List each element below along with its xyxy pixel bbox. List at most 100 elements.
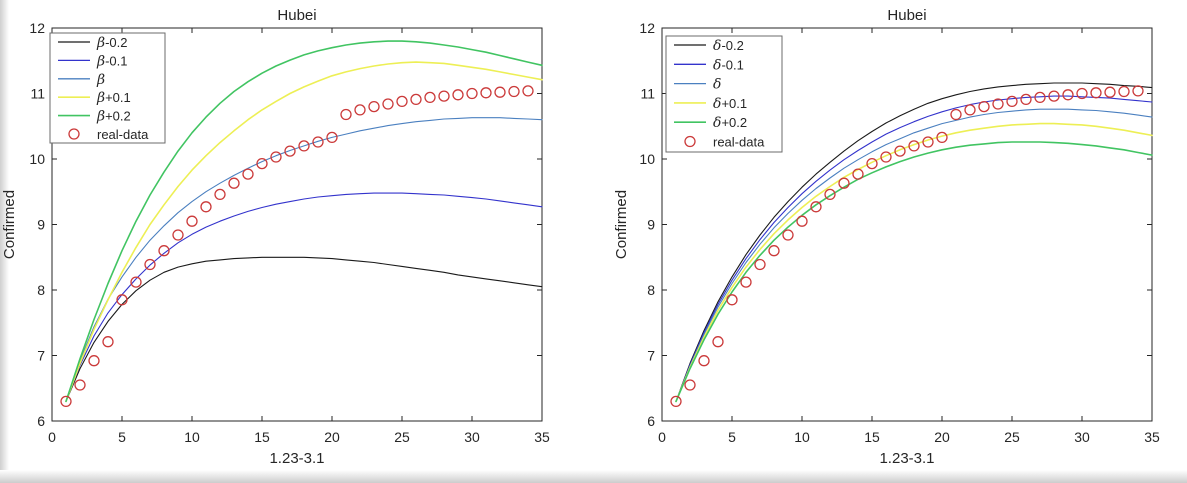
beta-sensitivity-chart: 0 5 10 15 20 25 30 35 6 7 8 9 10 11 12 Hubei 1.23-3.1 Con…	[1, 7, 550, 467]
series-line-β-0.2	[65, 256, 543, 402]
y-axis-label: Confirmed	[613, 190, 630, 259]
x-tick-label: 25	[394, 429, 410, 445]
x-tick-label: 20	[324, 429, 340, 445]
real-data-marker	[312, 136, 324, 148]
real-data-marker	[712, 336, 724, 348]
real-data-marker	[116, 294, 128, 306]
real-data-marker	[200, 201, 212, 213]
series-line-β+0.1	[65, 61, 543, 403]
real-data-marker	[1048, 90, 1060, 102]
real-data-marker	[796, 215, 808, 227]
plot-title: Hubei	[887, 7, 926, 24]
real-data-marker	[880, 151, 892, 163]
real-data-marker	[670, 395, 682, 408]
real-data-marker	[684, 379, 696, 391]
y-tick-label: 9	[647, 217, 655, 233]
real-data-marker	[1034, 91, 1046, 104]
legend-label: δ	[713, 77, 721, 93]
real-data-marker	[726, 294, 738, 306]
real-data-marker	[1132, 85, 1144, 97]
real-data-marker	[508, 85, 520, 98]
x-tick-label: 30	[464, 429, 480, 445]
real-data-marker	[978, 100, 990, 113]
real-data-marker	[88, 355, 100, 367]
legend-marker-sample	[684, 135, 696, 148]
real-data-marker	[1062, 89, 1074, 101]
y-tick-label: 12	[29, 20, 45, 36]
series-line-β-0.1	[65, 192, 543, 402]
x-tick-label: 25	[1004, 429, 1020, 445]
legend-box	[665, 35, 783, 153]
real-data-marker	[424, 91, 436, 104]
x-tick-label: 10	[184, 429, 200, 445]
real-data-marker	[368, 100, 380, 113]
real-data-marker	[256, 157, 268, 170]
real-data-marker	[284, 145, 296, 157]
real-data-marker	[214, 188, 226, 201]
legend-label: δ+0.2	[713, 115, 747, 131]
legend-label: δ-0.1	[713, 57, 744, 73]
real-data-marker	[810, 201, 822, 213]
real-data-marker	[1090, 87, 1102, 99]
y-tick-label: 11	[640, 86, 655, 102]
legend-label: β+0.2	[96, 109, 131, 125]
real-data-marker	[186, 215, 198, 227]
real-data-marker	[754, 258, 766, 271]
legend-label: real-data	[97, 127, 149, 142]
real-data-marker	[382, 98, 394, 110]
x-tick-label: 0	[48, 429, 56, 445]
series-line-δ-0.2	[675, 82, 1153, 402]
legend-label: real-data	[713, 135, 765, 150]
x-tick-label: 35	[1144, 429, 1160, 445]
real-data-marker	[1006, 95, 1018, 108]
real-data-marker	[964, 104, 976, 116]
y-tick-label: 6	[647, 413, 655, 429]
real-data-marker	[894, 145, 906, 157]
x-axis-label: 1.23-3.1	[879, 450, 934, 467]
y-tick-label: 8	[647, 282, 655, 298]
real-data-marker	[838, 177, 850, 189]
real-data-marker	[1076, 87, 1088, 100]
real-data-marker	[852, 168, 864, 180]
real-data-marker	[494, 86, 506, 98]
real-data-marker	[466, 87, 478, 100]
real-data-marker	[768, 245, 780, 257]
x-tick-label: 0	[658, 429, 666, 445]
real-data-marker	[354, 104, 366, 116]
series-line-δ+0.2	[675, 141, 1153, 403]
delta-sensitivity-chart: 0 5 10 15 20 25 30 35 6 7 8 9 10 11 12 Hubei 1.23-3.1 Con…	[613, 7, 1160, 467]
legend-label: β	[96, 72, 105, 88]
y-tick-label: 6	[37, 413, 45, 429]
real-data-marker	[410, 93, 422, 106]
real-data-marker	[242, 168, 254, 180]
real-data-marker	[950, 108, 962, 121]
x-axis-label: 1.23-3.1	[269, 450, 324, 467]
plot-panel-beta: 0 5 10 15 20 25 30 35 6 7 8 9 10 11 12 Hubei 1.23-3.1 Con…	[0, 0, 593, 483]
real-data-marker	[782, 229, 794, 241]
y-tick-label: 8	[37, 282, 45, 298]
x-tick-label: 15	[864, 429, 880, 445]
real-data-marker	[326, 131, 338, 144]
y-axis-label: Confirmed	[1, 190, 18, 259]
legend-label: β+0.1	[96, 90, 131, 106]
real-data-marker	[396, 95, 408, 108]
real-data-marker	[60, 395, 72, 408]
real-data-marker	[452, 89, 464, 101]
real-data-marker	[922, 136, 934, 148]
y-tick-label: 7	[647, 348, 655, 364]
real-data-marker	[992, 98, 1004, 110]
y-tick-label: 7	[37, 348, 45, 364]
real-data-marker	[1118, 85, 1130, 98]
y-tick-label: 10	[639, 151, 655, 167]
x-tick-label: 35	[534, 429, 550, 445]
real-data-marker	[522, 85, 534, 97]
real-data-marker	[270, 151, 282, 163]
real-data-marker	[1020, 93, 1032, 106]
x-tick-label: 20	[934, 429, 950, 445]
x-tick-label: 5	[728, 429, 736, 445]
real-data-marker	[740, 276, 752, 288]
plot-title: Hubei	[277, 7, 316, 24]
legend-label: δ-0.2	[713, 38, 744, 54]
real-data-marker	[698, 355, 710, 367]
